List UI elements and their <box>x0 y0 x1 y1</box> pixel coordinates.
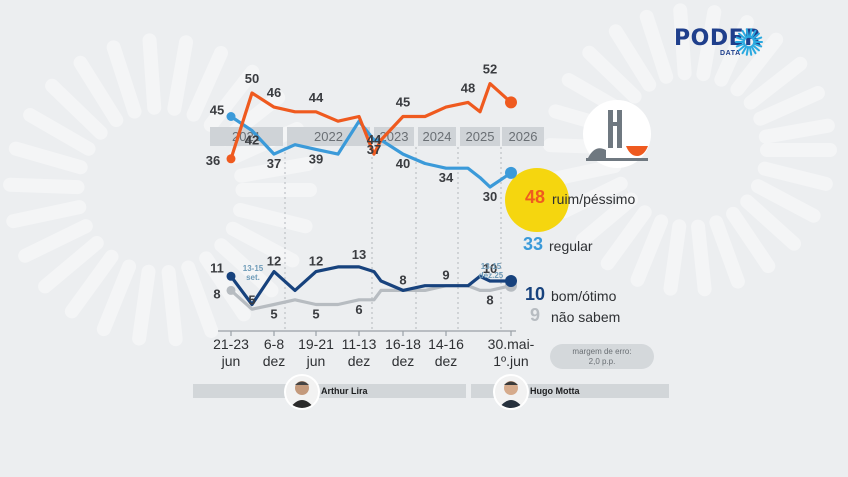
data-label: 48 <box>461 80 475 95</box>
lira-term-band <box>193 384 466 398</box>
data-label: 8 <box>213 286 220 301</box>
data-label: 45 <box>396 95 410 110</box>
data-label: 36 <box>206 153 220 168</box>
series-name: regular <box>549 238 593 254</box>
series-name: ruim/péssimo <box>552 191 636 207</box>
data-label: 37 <box>367 142 381 157</box>
series-name: bom/ótimo <box>551 288 617 304</box>
series-line-0 <box>229 81 513 161</box>
year-tab-2025: 2025 <box>460 127 500 146</box>
x-tick-label: 16-18 dez <box>385 336 421 369</box>
series-name: não sabem <box>551 309 621 325</box>
year-tab-2024: 2024 <box>418 127 456 146</box>
data-label: 46 <box>267 85 281 100</box>
series-last-value: 48 <box>525 187 546 207</box>
footnote-dez-line1: 13-15 <box>480 262 502 271</box>
data-label: 40 <box>396 156 410 171</box>
data-label: 9 <box>442 268 449 283</box>
data-label: 8 <box>399 272 406 287</box>
x-tick-label: 14-16 dez <box>428 336 464 369</box>
logo-sub: DATA <box>720 50 741 57</box>
data-label: 39 <box>309 151 323 166</box>
data-label: 34 <box>439 170 454 185</box>
poderdata-logo: PODER DATA <box>674 26 774 60</box>
x-tick-label: 19-21 jun <box>298 336 334 369</box>
data-label: 50 <box>245 71 259 86</box>
data-label: 13 <box>352 247 366 262</box>
year-tab-2022: 2022 <box>287 127 370 146</box>
data-label: 6 <box>355 302 362 317</box>
x-tick-label: 21-23 jun <box>213 336 249 369</box>
footnote-dez-line2: dez.25 <box>478 271 504 280</box>
hugo-motta-avatar <box>493 374 529 410</box>
data-label: 44 <box>367 132 382 147</box>
footnote-dez: 13-15 dez.25 <box>470 262 512 280</box>
data-label: 5 <box>270 307 277 322</box>
series-last-value: 9 <box>530 305 541 325</box>
series-line-3 <box>229 284 513 311</box>
year-tab-2026: 2026 <box>502 127 544 146</box>
arthur-lira-avatar <box>284 374 320 410</box>
series-start-point-2 <box>226 271 236 281</box>
data-label: 30 <box>483 189 497 204</box>
data-label: 42 <box>245 133 259 148</box>
series-start-point-0 <box>226 154 236 164</box>
data-label: 37 <box>267 156 281 171</box>
arthur-lira-name: Arthur Lira <box>321 386 368 396</box>
x-tick-label: 30.mai- 1º.jun <box>487 336 535 369</box>
series-last-value: 33 <box>523 234 544 254</box>
series-last-value: 10 <box>525 284 546 304</box>
x-tick-label: 11-13 dez <box>341 336 377 369</box>
series-end-point-2 <box>505 275 517 287</box>
footnote-sep-line2: set. <box>246 273 260 282</box>
footnote-sep: 13-15 set. <box>234 264 272 282</box>
congress-building-icon <box>583 100 651 168</box>
series-line-2 <box>229 265 513 307</box>
hugo-motta-name: Hugo Motta <box>530 386 580 396</box>
series-start-point-3 <box>226 285 236 295</box>
data-label: 12 <box>267 254 281 269</box>
data-label: 5 <box>248 293 255 308</box>
footnote-sep-line1: 13-15 <box>242 264 264 273</box>
series-line-1 <box>229 114 513 189</box>
data-label: 45 <box>210 103 224 118</box>
data-label: 52 <box>483 62 497 77</box>
series-start-point-1 <box>226 112 236 121</box>
data-label: 8 <box>486 292 493 307</box>
margin-note-line1: margem de erro: <box>572 347 632 356</box>
margin-of-error-note: margem de erro: 2,0 p.p. <box>550 344 654 369</box>
highlight-circle <box>505 168 569 232</box>
data-label: 5 <box>312 307 319 322</box>
sunburst-icon <box>735 28 763 56</box>
x-tick-label: 6-8 dez <box>262 336 286 369</box>
data-label: 12 <box>309 254 323 269</box>
data-label: 44 <box>309 90 324 105</box>
series-end-point-0 <box>505 96 517 109</box>
series-end-point-1 <box>505 166 517 179</box>
data-label: 11 <box>210 260 224 275</box>
margin-note-line2: 2,0 p.p. <box>588 357 616 366</box>
data-label: 10 <box>483 261 497 276</box>
